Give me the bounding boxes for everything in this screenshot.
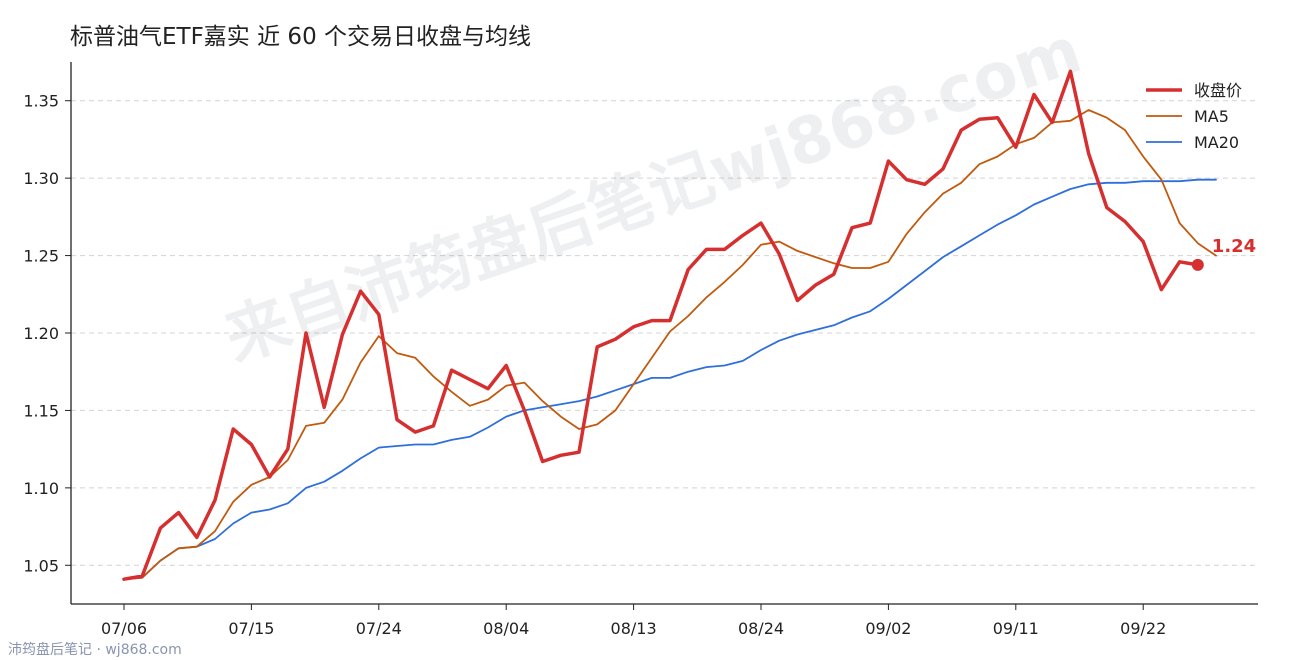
x-tick-label: 09/02 [865, 619, 911, 638]
x-tick-label: 07/06 [101, 619, 147, 638]
x-tick-label: 09/11 [993, 619, 1039, 638]
x-tick-label: 07/24 [356, 619, 402, 638]
series-line-收盘价 [122, 69, 1200, 581]
y-tick-label: 1.10 [23, 479, 59, 498]
x-tick-label: 09/22 [1120, 619, 1166, 638]
chart-title: 标普油气ETF嘉实 近 60 个交易日收盘与均线 [70, 24, 531, 50]
series-line-MA5 [123, 109, 1217, 581]
y-axis-ticks: 1.05 1.10 1.15 1.20 1.25 1.30 1.35 [23, 92, 71, 575]
x-tick-label: 08/13 [611, 619, 657, 638]
y-tick-label: 1.15 [23, 401, 59, 420]
legend-label: MA5 [1194, 107, 1229, 126]
series-line-MA20 [123, 178, 1217, 581]
x-tick-label: 08/24 [738, 619, 784, 638]
footer-credit: 沛筠盘后笔记 · wj868.com [8, 641, 182, 658]
legend: 收盘价 MA5 MA20 [1146, 81, 1242, 152]
y-tick-label: 1.35 [23, 92, 59, 111]
y-tick-label: 1.30 [23, 169, 59, 188]
y-tick-label: 1.20 [23, 324, 59, 343]
legend-label: MA20 [1194, 133, 1239, 152]
series-lines [122, 69, 1217, 581]
x-tick-label: 08/04 [483, 619, 529, 638]
y-tick-label: 1.25 [23, 247, 59, 266]
legend-label: 收盘价 [1194, 81, 1242, 100]
last-close-marker [1191, 258, 1204, 271]
x-axis-ticks: 07/06 07/15 07/24 08/04 08/13 08/24 09/02 09/11… [101, 604, 1166, 638]
last-close-label: 1.24 [1212, 236, 1256, 257]
x-tick-label: 07/15 [228, 619, 274, 638]
y-tick-label: 1.05 [23, 556, 59, 575]
